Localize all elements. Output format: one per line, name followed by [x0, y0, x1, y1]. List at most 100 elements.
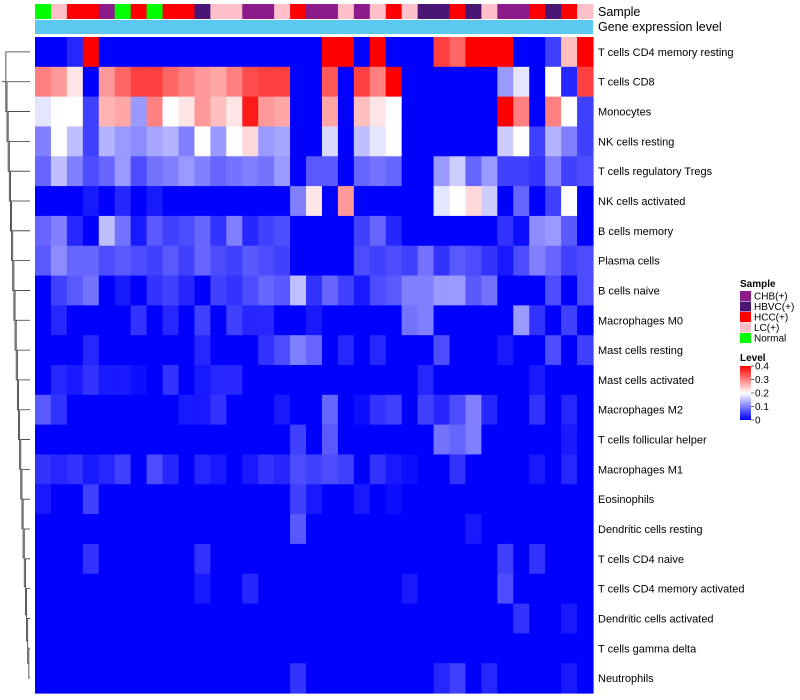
heatmap-cell — [545, 335, 562, 366]
heatmap-cell — [513, 543, 530, 575]
heatmap-cell — [98, 484, 116, 515]
heatmap-cell — [481, 335, 498, 366]
heatmap-cell — [82, 96, 100, 128]
heatmap-cell — [449, 454, 467, 485]
heatmap-cell — [513, 424, 530, 456]
heatmap-cell — [401, 186, 419, 217]
heatmap-cell — [529, 454, 546, 485]
heatmap-cell — [50, 126, 68, 157]
heatmap-cell — [449, 66, 467, 98]
heatmap-cell — [290, 365, 307, 396]
heatmap-cell — [306, 305, 323, 336]
heatmap-cell — [561, 335, 578, 366]
heatmap-cell — [353, 573, 371, 605]
heatmap-cell — [465, 275, 482, 306]
heatmap-cell — [290, 335, 307, 366]
heatmap-cell — [481, 454, 498, 485]
heatmap-cell — [66, 96, 84, 128]
heatmap-cell — [82, 633, 100, 664]
heatmap-cell — [130, 663, 148, 694]
heatmap-cell — [178, 484, 196, 515]
heatmap-cell — [529, 37, 546, 68]
heatmap-cell — [210, 543, 227, 575]
heatmap-cell — [210, 245, 227, 277]
heatmap-cell — [321, 215, 339, 247]
heatmap-cell — [114, 275, 132, 306]
heatmap-cell — [82, 603, 100, 634]
heatmap-cell — [449, 484, 467, 515]
heatmap-cell — [401, 573, 419, 605]
heatmap-cell — [146, 186, 164, 217]
legend-swatch — [740, 312, 751, 322]
heatmap-cell — [226, 543, 243, 575]
heatmap-cell — [417, 37, 435, 68]
heatmap-cell — [321, 335, 339, 366]
heatmap-cell — [258, 156, 275, 187]
legend-label: HCC(+) — [754, 313, 788, 324]
heatmap-cell — [545, 603, 562, 634]
sample-annotation-cell — [162, 4, 179, 19]
heatmap-cell — [146, 245, 164, 277]
heatmap-cell — [497, 573, 514, 605]
heatmap-cell — [577, 37, 594, 68]
heatmap-cell — [35, 37, 52, 68]
heatmap-cell — [226, 454, 243, 485]
heatmap-cell — [130, 603, 148, 634]
heatmap-cell — [290, 543, 307, 575]
heatmap-cell — [513, 126, 530, 157]
heatmap-cell — [35, 126, 52, 157]
heatmap-cell — [481, 573, 498, 605]
heatmap-cell — [66, 663, 84, 694]
heatmap-cell — [465, 603, 482, 634]
heatmap-cell — [274, 543, 291, 575]
heatmap-cell — [545, 96, 562, 128]
heatmap-cell — [561, 543, 578, 575]
heatmap-cell — [226, 245, 243, 277]
heatmap-cell — [353, 394, 371, 426]
heatmap-cell — [162, 633, 180, 664]
heatmap-cell — [258, 37, 275, 68]
heatmap-cell — [290, 633, 307, 664]
heatmap-cell — [274, 126, 291, 157]
heatmap-cell — [210, 484, 227, 515]
heatmap-cell — [82, 126, 100, 157]
heatmap-cell — [114, 365, 132, 396]
heatmap-cell — [98, 245, 116, 277]
heatmap-cell — [449, 305, 467, 336]
heatmap-cell — [258, 305, 275, 336]
heatmap-cell — [82, 275, 100, 306]
heatmap-cell — [433, 186, 451, 217]
heatmap-cell — [577, 96, 594, 128]
heatmap-cell — [561, 96, 578, 128]
heatmap-cell — [114, 543, 132, 575]
heatmap-cell — [401, 365, 419, 396]
heatmap-cell — [417, 275, 435, 306]
heatmap-cell — [178, 633, 196, 664]
heatmap-cell — [561, 126, 578, 157]
heatmap-cell — [66, 245, 84, 277]
heatmap-cell — [577, 543, 594, 575]
heatmap-cell — [114, 305, 132, 336]
heatmap-cell — [561, 424, 578, 456]
heatmap-cell — [114, 156, 132, 187]
heatmap-cell — [401, 156, 419, 187]
heatmap-cell — [497, 335, 514, 366]
heatmap-cell — [337, 37, 355, 68]
heatmap-cell — [385, 603, 403, 634]
heatmap-cell — [35, 633, 52, 664]
heatmap-cell — [561, 454, 578, 485]
heatmap-cell — [321, 663, 339, 694]
heatmap-cell — [242, 603, 259, 634]
heatmap-cell — [401, 275, 419, 306]
heatmap-cell — [258, 335, 275, 366]
heatmap-cell — [529, 633, 546, 664]
heatmap-cell — [66, 543, 84, 575]
sample-annotation-cell — [417, 4, 435, 19]
heatmap-cell — [577, 156, 594, 187]
heatmap-cell — [178, 66, 196, 98]
heatmap-cell — [226, 335, 243, 366]
heatmap-cell — [146, 603, 164, 634]
heatmap-cell — [529, 424, 546, 456]
heatmap-cell — [401, 424, 419, 456]
heatmap-cell — [561, 573, 578, 605]
